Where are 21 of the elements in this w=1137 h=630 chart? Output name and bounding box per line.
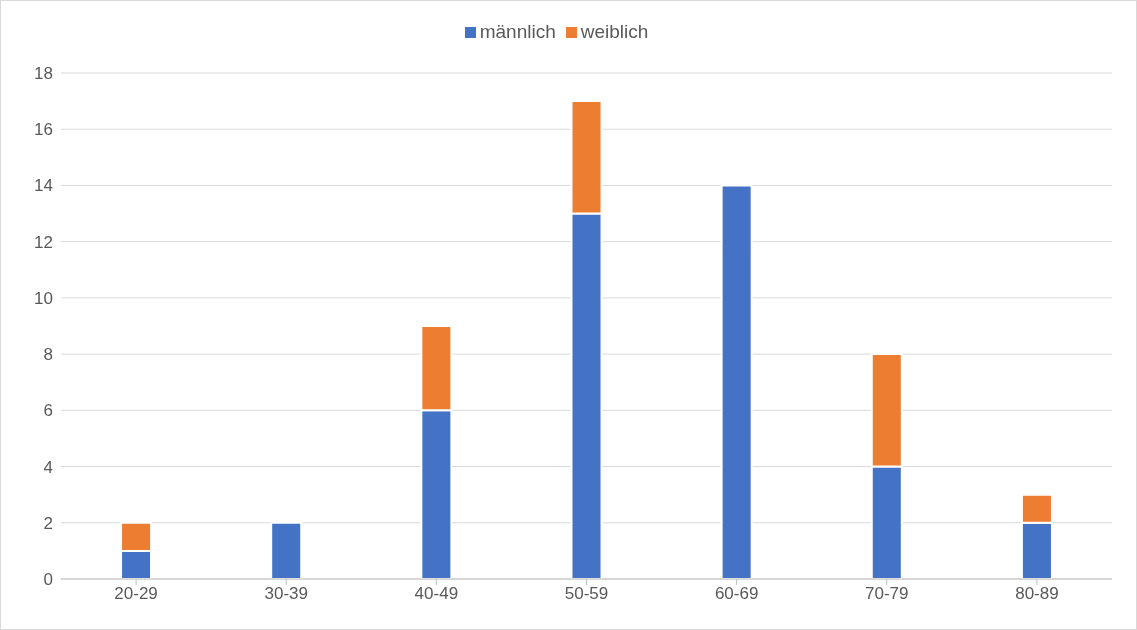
x-tick-label: 50-59	[564, 584, 609, 604]
legend-label: weiblich	[580, 21, 649, 42]
y-tick-label: 8	[43, 345, 53, 365]
y-tick-label: 6	[43, 401, 53, 421]
y-tick-label: 16	[34, 120, 53, 140]
x-tick-label: 40-49	[414, 584, 459, 604]
y-tick-label: 12	[34, 232, 53, 252]
bar	[720, 184, 753, 579]
x-tick-label: 30-39	[264, 584, 308, 604]
x-tick-label: 60-69	[714, 584, 759, 604]
bar	[270, 521, 303, 579]
x-tick-label: 80-89	[1015, 584, 1059, 604]
x-tick-label: 20-29	[114, 584, 158, 604]
y-tick-label: 4	[43, 457, 53, 477]
y-tick-label: 18	[34, 64, 53, 84]
y-tick-label: 14	[34, 176, 53, 196]
y-tick-label: 0	[43, 570, 53, 590]
legend-label: männlich	[479, 21, 556, 42]
y-tick-label: 10	[34, 288, 53, 308]
x-tick-label: 70-79	[865, 584, 909, 604]
y-tick-label: 2	[43, 513, 53, 533]
